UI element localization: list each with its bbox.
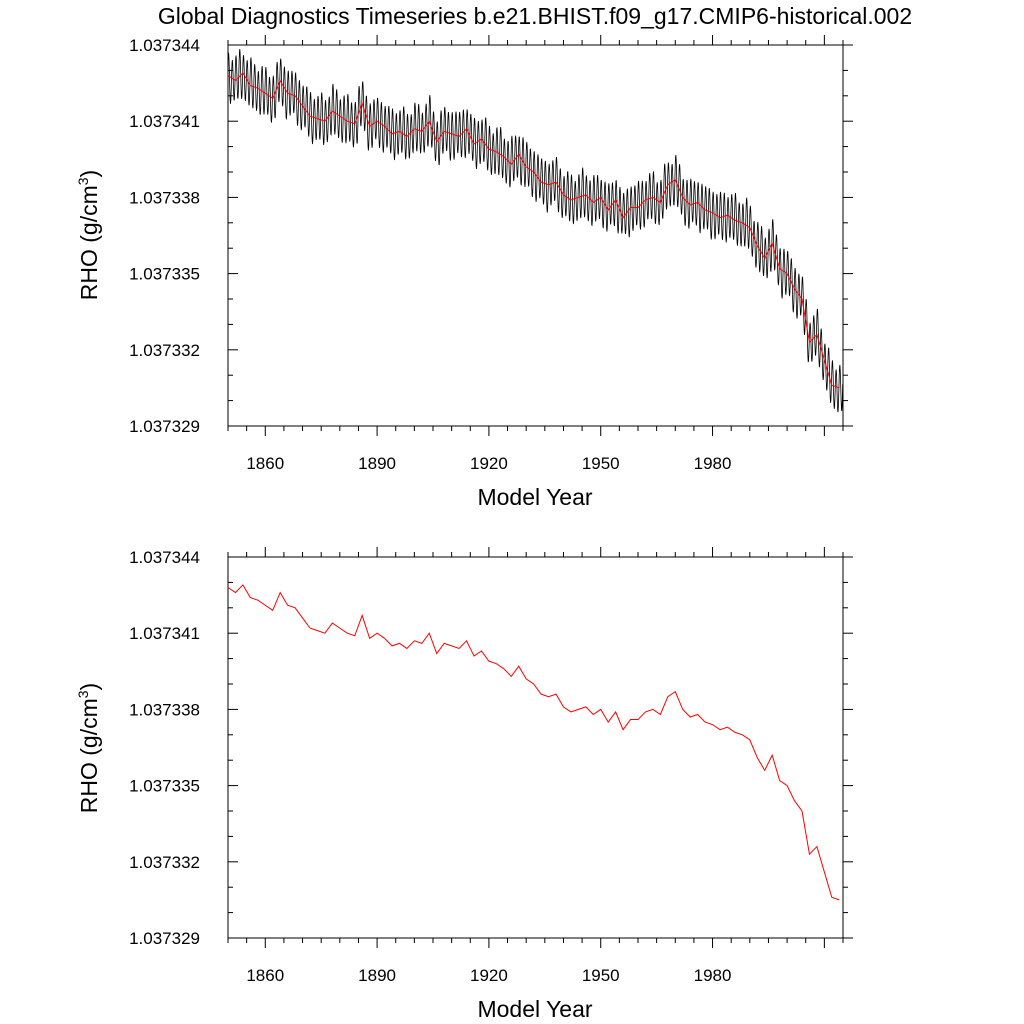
top-y-tick-label: 1.037332 xyxy=(129,341,200,360)
top-y-axis-label: RHO (g/cm3) xyxy=(75,170,102,300)
top-y-tick-label: 1.037338 xyxy=(129,188,200,207)
bottom-y-tick-label: 1.037329 xyxy=(129,929,200,948)
bottom-y-tick-label: 1.037341 xyxy=(129,624,200,643)
top-x-tick-label: 1950 xyxy=(582,454,620,473)
top-x-tick-label: 1860 xyxy=(246,454,284,473)
top-y-ticks: 1.037329 1.037332 1.037335 1.037338 1.037341… xyxy=(129,36,853,436)
bottom-x-tick-label: 1950 xyxy=(582,966,620,985)
bottom-y-ticks: 1.037329 1.037332 1.037335 1.037338 1.037341… xyxy=(129,548,853,948)
bottom-x-tick-label: 1920 xyxy=(470,966,508,985)
top-x-tick-label: 1890 xyxy=(358,454,396,473)
bottom-x-tick-label: 1890 xyxy=(358,966,396,985)
bottom-y-tick-label: 1.037332 xyxy=(129,853,200,872)
top-x-tick-label: 1920 xyxy=(470,454,508,473)
top-annual-series-line xyxy=(227,72,840,389)
bottom-annual-series-line xyxy=(227,584,840,901)
top-y-axis-label-end: ) xyxy=(76,170,102,178)
bottom-y-tick-label: 1.037338 xyxy=(129,700,200,719)
top-y-tick-label: 1.037344 xyxy=(129,36,200,55)
top-y-axis-label-base: RHO (g/cm xyxy=(76,185,102,300)
bottom-x-tick-label: 1860 xyxy=(246,966,284,985)
bottom-series xyxy=(227,584,840,901)
top-y-axis-label-superscript: 3 xyxy=(75,177,91,185)
bottom-y-axis-label-base: RHO (g/cm xyxy=(76,698,102,813)
top-plot-frame xyxy=(227,44,844,427)
bottom-y-tick-label: 1.037344 xyxy=(129,548,200,567)
bottom-x-tick-label: 1980 xyxy=(694,966,732,985)
bottom-x-ticks: 1860 1890 1920 1950 1980 xyxy=(227,547,844,985)
top-y-tick-label: 1.037335 xyxy=(129,265,200,284)
bottom-y-axis-label-superscript: 3 xyxy=(75,690,91,698)
bottom-plot-frame xyxy=(227,556,844,939)
bottom-panel: 1860 1890 1920 1950 1980 1.0373291.0373321.0… xyxy=(75,547,853,1022)
bottom-y-tick-label: 1.037335 xyxy=(129,777,200,796)
top-x-axis-label: Model Year xyxy=(477,484,592,510)
top-x-ticks: 1860 1890 1920 1950 1980 xyxy=(227,35,844,473)
top-monthly-series-line xyxy=(227,48,844,413)
top-y-tick-label: 1.037341 xyxy=(129,112,200,131)
top-panel: 1860 1890 1920 1950 1980 1.0373291.0373321.0… xyxy=(75,35,853,510)
top-x-tick-label: 1980 xyxy=(694,454,732,473)
bottom-y-axis-label: RHO (g/cm3) xyxy=(75,683,102,813)
top-y-tick-label: 1.037329 xyxy=(129,417,200,436)
bottom-x-axis-label: Model Year xyxy=(477,996,592,1022)
chart-title: Global Diagnostics Timeseries b.e21.BHIS… xyxy=(158,3,912,29)
top-series xyxy=(227,48,844,413)
bottom-y-axis-label-end: ) xyxy=(76,683,102,691)
